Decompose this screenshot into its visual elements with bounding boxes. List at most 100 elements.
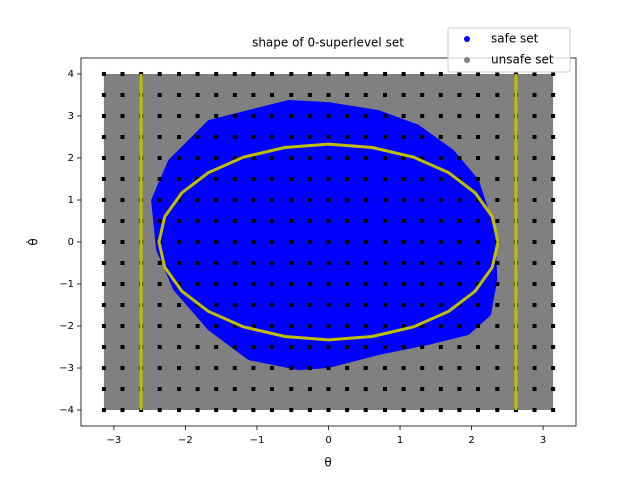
- grid-point: [101, 176, 106, 181]
- grid-point: [120, 324, 125, 329]
- grid-point: [232, 176, 237, 181]
- grid-point: [532, 408, 537, 413]
- grid-point: [438, 240, 443, 244]
- grid-point: [438, 134, 443, 139]
- grid-point: [551, 387, 556, 392]
- x-tick-label: 1: [397, 435, 403, 446]
- grid-point: [176, 282, 181, 287]
- grid-point: [532, 261, 537, 266]
- grid-point: [157, 387, 162, 392]
- region: [151, 100, 498, 371]
- legend: safe set unsafe set: [447, 27, 571, 73]
- grid-point: [120, 197, 125, 202]
- grid-point: [532, 92, 537, 97]
- grid-point: [289, 155, 294, 160]
- grid-point: [532, 324, 537, 329]
- grid-point: [457, 155, 462, 160]
- grid-point: [195, 408, 200, 413]
- grid-point: [363, 155, 368, 160]
- grid-point: [157, 261, 162, 266]
- grid-point: [326, 197, 331, 202]
- grid-point: [101, 134, 106, 139]
- grid-point: [383, 92, 388, 97]
- grid-point: [476, 218, 481, 223]
- grid-point: [363, 366, 368, 371]
- grid-point: [195, 71, 200, 76]
- grid-point: [495, 218, 500, 223]
- grid-point: [120, 155, 125, 160]
- grid-point: [495, 324, 500, 329]
- grid-point: [438, 366, 443, 371]
- grid-point: [401, 240, 406, 244]
- grid-point: [532, 240, 537, 244]
- grid-point: [307, 197, 312, 202]
- grid-point: [420, 197, 425, 202]
- grid-point: [101, 324, 106, 329]
- grid-point: [269, 134, 274, 139]
- grid-point: [214, 92, 219, 97]
- grid-point: [551, 240, 556, 244]
- grid-point: [495, 282, 500, 287]
- grid-point: [495, 387, 500, 392]
- grid-point: [438, 176, 443, 181]
- grid-point: [289, 113, 294, 118]
- x-tick-label: −2: [178, 435, 193, 446]
- grid-point: [495, 71, 500, 76]
- grid-point: [232, 303, 237, 308]
- grid-point: [476, 92, 481, 97]
- grid-point: [214, 71, 219, 76]
- grid-point: [326, 282, 331, 287]
- grid-point: [495, 113, 500, 118]
- grid-point: [363, 176, 368, 181]
- grid-point: [476, 240, 481, 244]
- grid-point: [326, 366, 331, 371]
- grid-point: [269, 324, 274, 329]
- grid-point: [383, 345, 388, 350]
- grid-point: [383, 240, 388, 244]
- grid-point: [551, 155, 556, 160]
- grid-point: [289, 261, 294, 266]
- grid-point: [326, 71, 331, 76]
- grid-point: [345, 261, 350, 266]
- grid-point: [457, 366, 462, 371]
- y-tick-label: −4: [59, 405, 74, 416]
- grid-point: [176, 387, 181, 392]
- grid-point: [532, 366, 537, 371]
- grid-point: [195, 282, 200, 287]
- grid-point: [269, 387, 274, 392]
- grid-point: [401, 197, 406, 202]
- grid-point: [326, 92, 331, 97]
- grid-point: [176, 176, 181, 181]
- x-tick-label: −1: [250, 435, 265, 446]
- grid-point: [251, 176, 256, 181]
- grid-point: [363, 261, 368, 266]
- grid-point: [269, 366, 274, 371]
- grid-point: [476, 387, 481, 392]
- grid-point: [120, 218, 125, 223]
- grid-point: [157, 324, 162, 329]
- grid-point: [363, 408, 368, 413]
- grid-point: [214, 345, 219, 350]
- grid-point: [232, 324, 237, 329]
- grid-point: [289, 366, 294, 371]
- grid-point: [232, 92, 237, 97]
- grid-point: [383, 113, 388, 118]
- grid-point: [289, 197, 294, 202]
- grid-point: [420, 261, 425, 266]
- grid-point: [101, 240, 106, 244]
- x-tick-label: 3: [540, 435, 546, 446]
- grid-point: [289, 408, 294, 413]
- grid-point: [289, 134, 294, 139]
- grid-point: [289, 218, 294, 223]
- grid-point: [214, 176, 219, 181]
- grid-point: [269, 113, 274, 118]
- grid-point: [214, 303, 219, 308]
- grid-point: [289, 92, 294, 97]
- grid-point: [420, 113, 425, 118]
- grid-point: [307, 176, 312, 181]
- grid-point: [551, 366, 556, 371]
- grid-point: [420, 366, 425, 371]
- grid-point: [532, 345, 537, 350]
- grid-point: [120, 345, 125, 350]
- grid-point: [345, 218, 350, 223]
